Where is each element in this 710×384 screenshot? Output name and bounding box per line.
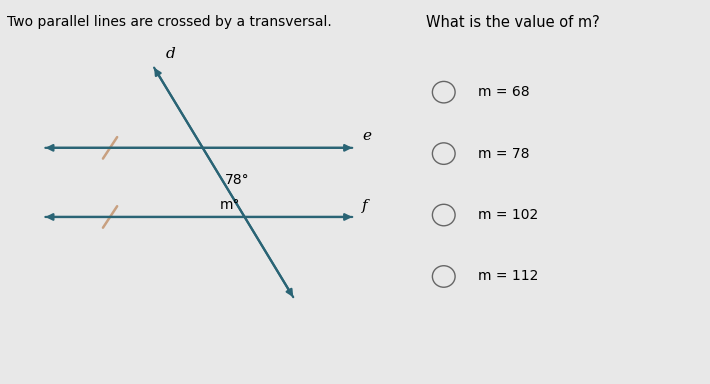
Text: e: e [362, 129, 371, 143]
Text: Two parallel lines are crossed by a transversal.: Two parallel lines are crossed by a tran… [7, 15, 332, 29]
Text: 78°: 78° [225, 173, 250, 187]
Text: m = 78: m = 78 [478, 147, 530, 161]
Text: m = 112: m = 112 [478, 270, 538, 283]
Text: m°: m° [220, 199, 241, 212]
Text: d: d [165, 48, 175, 61]
Text: What is the value of m?: What is the value of m? [426, 15, 600, 30]
Text: f: f [362, 199, 368, 213]
Text: m = 68: m = 68 [478, 85, 530, 99]
Text: m = 102: m = 102 [478, 208, 538, 222]
